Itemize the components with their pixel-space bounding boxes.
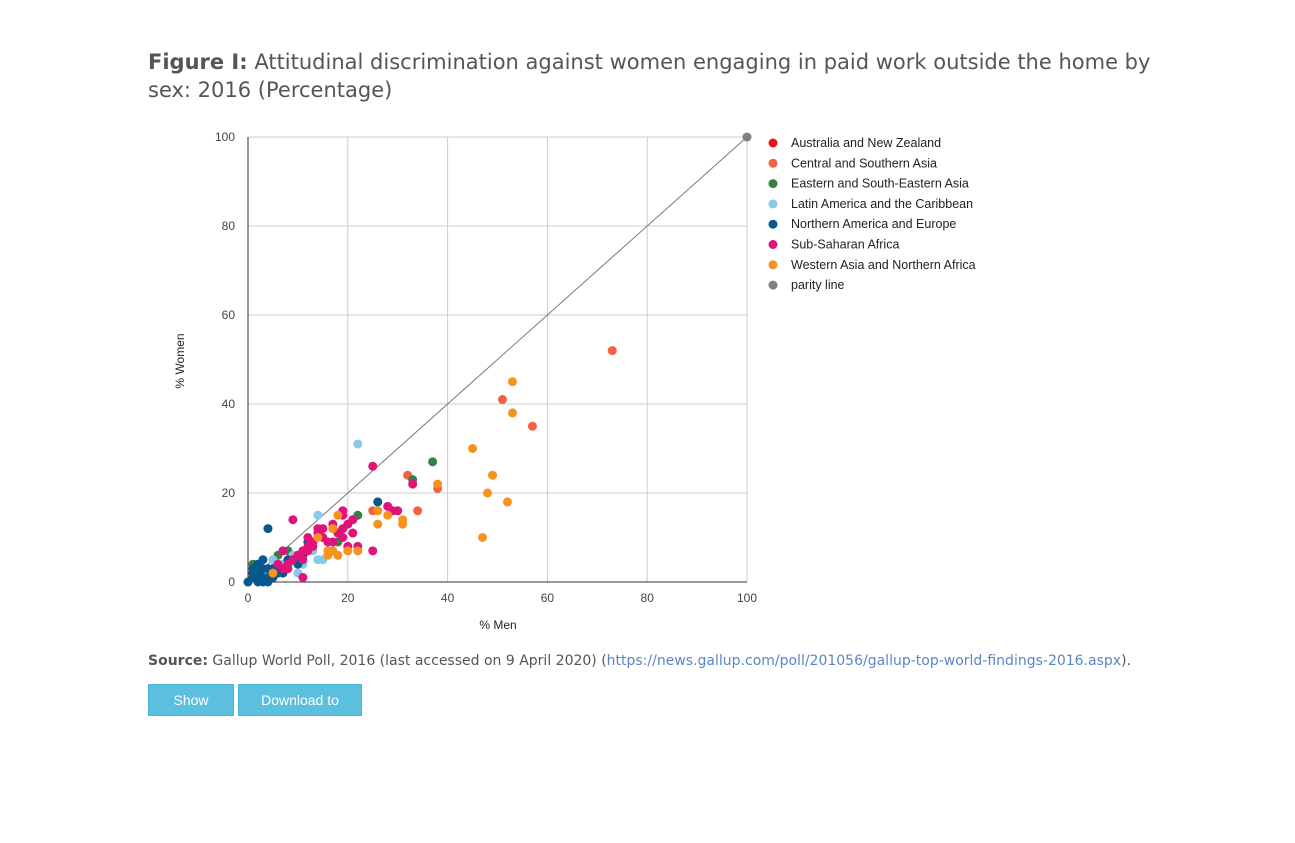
data-point [268,568,278,578]
data-point [368,461,378,471]
y-axis-label: % Women [173,333,187,388]
y-tick-label: 20 [222,486,236,500]
legend-marker [768,219,778,229]
x-tick-label: 20 [341,591,355,605]
show-data-button[interactable]: Show Data [148,684,234,738]
data-point [398,519,408,529]
data-point [263,524,273,534]
download-csv-button[interactable]: Download to CSV [238,684,362,738]
data-point [483,488,493,498]
parity-line [247,136,748,583]
data-point [343,546,353,556]
legend-label: Sub-Saharan Africa [791,238,899,252]
parity-line-layer [247,136,748,583]
data-point [313,510,323,520]
legend-label: Australia and New Zealand [791,136,941,150]
figure-title: Figure I: Attitudinal discrimination aga… [148,48,1158,104]
legend-marker [768,158,778,168]
data-point [373,519,383,529]
source-label: Source: [148,653,208,669]
legend-label: parity line [791,278,845,292]
legend-label: Northern America and Europe [791,217,956,231]
data-point [413,506,423,516]
x-tick-label: 0 [245,591,252,605]
source-text: Gallup World Poll, 2016 (last accessed o… [212,653,607,669]
data-point [333,550,343,560]
figure-title-text: Attitudinal discrimination against women… [148,50,1151,102]
legend-label: Latin America and the Caribbean [791,197,973,211]
data-point [373,506,383,516]
data-point [278,546,288,556]
data-point [313,533,323,542]
data-point [393,506,403,516]
data-point [283,564,293,574]
legend-marker [768,240,778,249]
x-axis-label: % Men [479,618,516,632]
data-point [353,546,363,556]
source-text-end: ). [1121,653,1131,669]
legend-marker [768,280,778,290]
y-tick-label: 100 [215,130,235,144]
legend-marker [768,260,778,270]
legend-label: Eastern and South-Eastern Asia [791,177,969,191]
data-point [328,537,338,547]
data-point [298,573,308,583]
data-point [433,479,443,489]
source-link[interactable]: https://news.gallup.com/poll/201056/gall… [606,653,1122,669]
legend-marker [768,199,778,209]
data-point [298,555,308,565]
data-point [323,550,333,560]
data-point [383,510,393,520]
data-point [478,533,488,542]
data-point [353,439,363,449]
data-point [502,497,512,507]
data-point [303,546,313,556]
data-point [258,577,268,587]
scatter-chart: 0 20 40 60 80 100 0 20 40 60 80 100 Australia and N… [173,130,976,632]
data-point [243,577,253,587]
data-point [273,559,283,569]
legend-label: Western Asia and Northern Africa [791,258,976,272]
source-note: Source: Gallup World Poll, 2016 (last ac… [148,653,1131,669]
data-point [468,444,478,453]
y-tick-label: 60 [222,308,236,322]
data-point [348,528,358,538]
legend-label: Central and Southern Asia [791,156,937,170]
data-point [373,497,383,507]
figure-label: Figure I: [148,50,248,74]
data-point [507,408,517,418]
x-tick-label: 80 [641,591,655,605]
legend: Australia and New Zealand Central and Sou… [768,136,976,292]
data-point [408,479,418,489]
data-point [348,515,358,525]
data-point [507,377,517,387]
data-point [527,421,537,431]
legend-marker [768,138,778,148]
data-point [333,510,343,520]
y-tick-label: 40 [222,397,236,411]
y-tick-label: 0 [228,575,235,589]
data-point [318,524,328,534]
x-tick-label: 60 [541,591,555,605]
parity-point [742,132,752,142]
data-point [288,515,298,525]
axes: 0 20 40 60 80 100 0 20 40 60 80 100 [215,130,757,605]
data-point [288,555,298,565]
data-points [243,132,752,587]
y-tick-label: 80 [222,219,236,233]
data-point [607,346,617,356]
data-point [428,457,438,467]
x-tick-label: 100 [737,591,757,605]
data-point [368,546,378,556]
data-point [248,568,258,578]
data-point [488,470,498,480]
data-point [328,524,338,534]
x-tick-label: 40 [441,591,455,605]
data-point [497,395,507,405]
legend-marker [768,179,778,189]
data-point [313,555,323,565]
